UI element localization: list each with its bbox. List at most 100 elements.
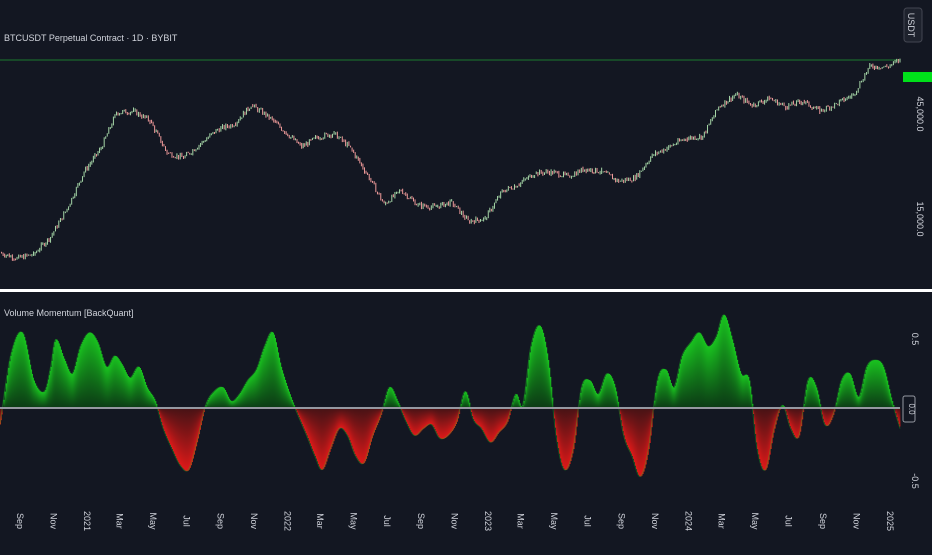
oscillator-bar-negative bbox=[194, 408, 197, 451]
oscillator-bar-positive bbox=[731, 339, 734, 408]
oscillator-bar-positive bbox=[235, 398, 238, 408]
oscillator-bar-negative bbox=[449, 408, 452, 434]
oscillator-bar-positive bbox=[107, 367, 109, 408]
oscillator-bar-positive bbox=[18, 333, 20, 408]
oscillator-bar-negative bbox=[440, 408, 443, 439]
oscillator-bar-positive bbox=[213, 391, 216, 408]
oscillator-bar-negative bbox=[772, 408, 774, 438]
oscillator-bar-negative bbox=[408, 408, 410, 427]
oscillator-bar-positive bbox=[541, 329, 544, 408]
oscillator-bar-positive bbox=[254, 372, 256, 408]
oscillator-bar-positive bbox=[27, 354, 30, 408]
oscillator-bar-positive bbox=[461, 399, 464, 408]
oscillator-bar-negative bbox=[161, 408, 163, 422]
pane-separator[interactable] bbox=[0, 289, 932, 292]
oscillator-bar-positive bbox=[247, 380, 249, 408]
oscillator-bar-negative bbox=[430, 408, 432, 425]
oscillator-bar-positive bbox=[389, 387, 391, 408]
oscillator-bar-positive bbox=[596, 394, 599, 408]
oscillator-bar-negative bbox=[576, 408, 578, 427]
price-pane[interactable]: BTCUSDT Perpetual Contract · 1D · BYBIT … bbox=[0, 7, 932, 261]
oscillator-bar-negative bbox=[160, 408, 162, 419]
oscillator-bar-negative bbox=[360, 408, 363, 464]
oscillator-bar-positive bbox=[668, 376, 670, 408]
oscillator-bar-negative bbox=[621, 408, 624, 426]
oscillator-bar-positive bbox=[810, 377, 813, 408]
oscillator-bar-negative bbox=[372, 408, 374, 436]
symbol-title[interactable]: BTCUSDT Perpetual Contract · 1D · BYBIT bbox=[4, 33, 178, 43]
oscillator-bar-positive bbox=[220, 386, 222, 408]
currency-badge-box[interactable] bbox=[903, 7, 923, 43]
oscillator-pane[interactable]: Volume Momentum [BackQuant] 0.5 -0.5 0.0 bbox=[0, 308, 920, 489]
oscillator-bar-negative bbox=[790, 408, 793, 429]
oscillator-bar-negative bbox=[829, 408, 832, 423]
oscillator-bar-positive bbox=[535, 329, 538, 408]
oscillator-bar-positive bbox=[146, 387, 149, 408]
oscillator-bar-negative bbox=[315, 408, 318, 459]
oscillator-bar-positive bbox=[678, 368, 681, 408]
oscillator-bar-positive bbox=[883, 369, 886, 408]
oscillator-bar-positive bbox=[230, 401, 233, 408]
oscillator-bar-negative bbox=[791, 408, 794, 431]
oscillator-bar-positive bbox=[262, 351, 264, 408]
oscillator-bar-positive bbox=[843, 376, 845, 408]
oscillator-bar-positive bbox=[598, 393, 601, 408]
oscillator-bar-positive bbox=[112, 358, 114, 408]
oscillator-bar-positive bbox=[84, 338, 86, 408]
oscillator-bar-positive bbox=[580, 392, 582, 408]
oscillator-bar-negative bbox=[175, 408, 177, 457]
oscillator-bar-negative bbox=[364, 408, 367, 462]
oscillator-bar-positive bbox=[725, 317, 728, 408]
x-tick-label: 2024 bbox=[684, 511, 694, 531]
oscillator-bar-positive bbox=[602, 382, 605, 408]
oscillator-bar-negative bbox=[508, 408, 510, 419]
x-tick-label: Sep bbox=[15, 513, 25, 529]
oscillator-bar-positive bbox=[125, 372, 127, 408]
oscillator-bar-positive bbox=[686, 347, 689, 408]
oscillator-bar-negative bbox=[559, 408, 561, 454]
oscillator-bar-positive bbox=[610, 376, 613, 408]
oscillator-bar-positive bbox=[251, 376, 253, 408]
oscillator-bar-negative bbox=[625, 408, 628, 443]
oscillator-bar-positive bbox=[216, 388, 219, 408]
oscillator-bar-positive bbox=[744, 375, 747, 408]
oscillator-bar-negative bbox=[1, 408, 3, 415]
oscillator-bar-positive bbox=[595, 392, 598, 408]
oscillator-bar-negative bbox=[505, 408, 507, 426]
oscillator-bar-negative bbox=[753, 408, 755, 414]
oscillator-bar-positive bbox=[691, 340, 694, 408]
oscillator-bar-negative bbox=[557, 408, 559, 443]
oscillator-bar-positive bbox=[462, 395, 465, 408]
oscillator-bar-positive bbox=[273, 334, 275, 408]
oscillator-bar-positive bbox=[97, 342, 99, 408]
time-axis[interactable]: Sep Nov 2021 Mar May Jul Sep Nov 2022 Mar May Jul Se… bbox=[15, 511, 895, 531]
oscillator-bar-positive bbox=[746, 375, 749, 408]
oscillator-bar-positive bbox=[149, 392, 152, 408]
oscillator-bar-negative bbox=[479, 408, 481, 427]
oscillator-bar-positive bbox=[57, 341, 59, 408]
oscillator-bar-negative bbox=[762, 408, 764, 469]
oscillator-bar-positive bbox=[654, 400, 656, 408]
oscillator-bar-positive bbox=[671, 385, 673, 408]
oscillator-bar-negative bbox=[317, 408, 320, 465]
oscillator-series bbox=[0, 314, 901, 478]
osc-tick-label-top: 0.5 bbox=[910, 333, 920, 346]
oscillator-bar-negative bbox=[352, 408, 354, 449]
oscillator-bar-positive bbox=[100, 350, 102, 408]
oscillator-bar-negative bbox=[327, 408, 329, 459]
oscillator-bar-positive bbox=[735, 355, 738, 408]
oscillator-bar-positive bbox=[663, 369, 665, 408]
oscillator-bar-positive bbox=[21, 331, 23, 408]
oscillator-bar-positive bbox=[287, 388, 290, 408]
oscillator-bar-positive bbox=[249, 378, 251, 408]
oscillator-bar-negative bbox=[776, 408, 778, 421]
oscillator-bar-negative bbox=[348, 408, 350, 438]
oscillator-bar-positive bbox=[274, 338, 276, 408]
oscillator-bar-positive bbox=[812, 379, 815, 408]
oscillator-bar-positive bbox=[583, 381, 585, 408]
oscillator-bar-positive bbox=[243, 387, 245, 408]
oscillator-title[interactable]: Volume Momentum [BackQuant] bbox=[4, 308, 134, 318]
oscillator-bar-negative bbox=[297, 408, 300, 415]
oscillator-bar-positive bbox=[61, 353, 64, 408]
oscillator-bar-negative bbox=[296, 408, 299, 413]
